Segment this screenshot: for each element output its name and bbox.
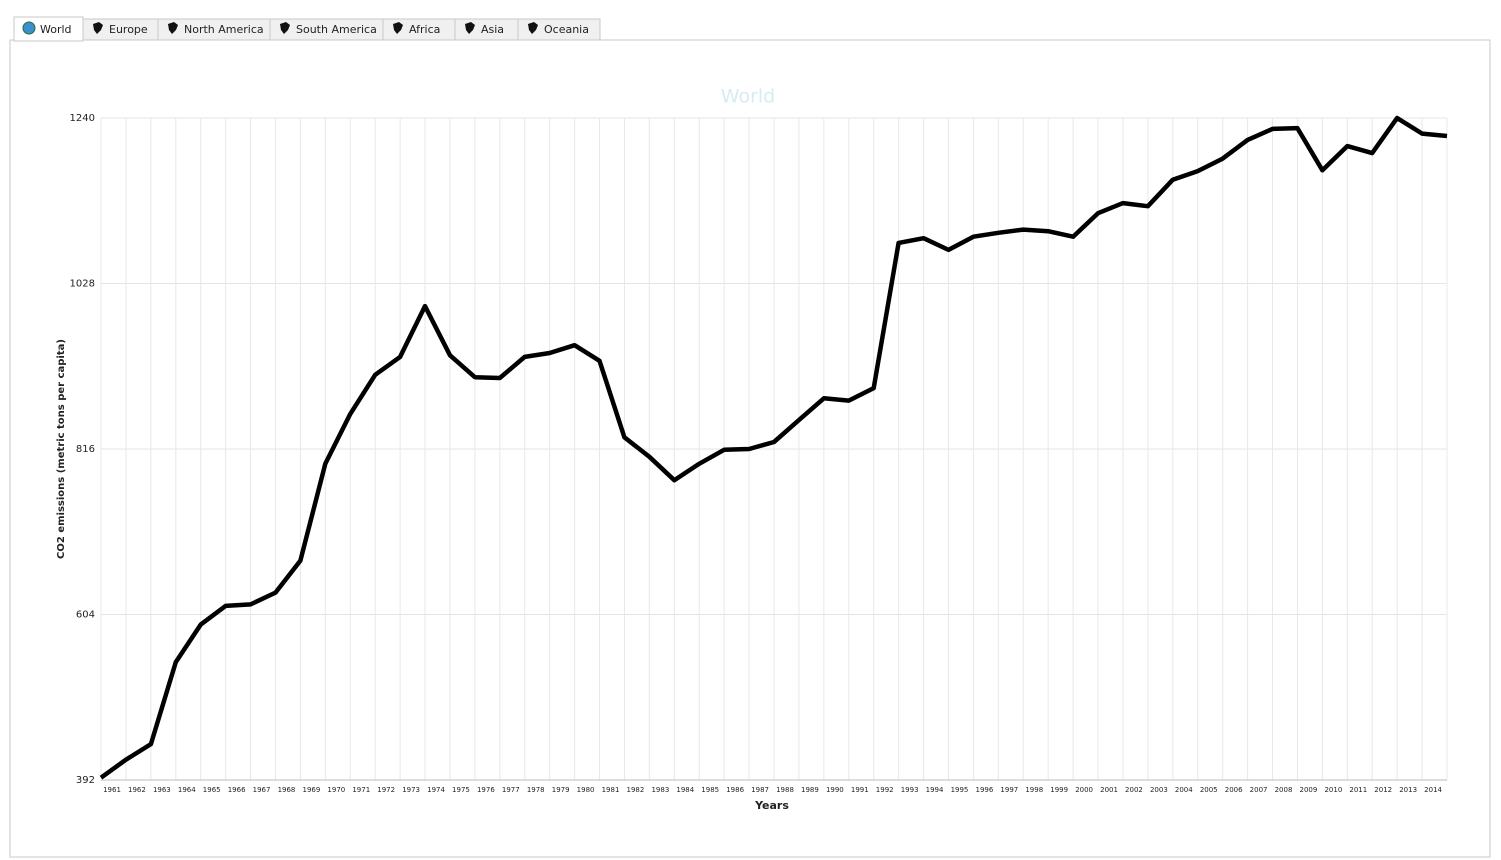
x-tick-label: 1984 <box>676 786 694 794</box>
x-tick-label: 1992 <box>876 786 894 794</box>
x-tick-label: 1981 <box>602 786 620 794</box>
tab-label: Europe <box>109 23 148 36</box>
y-tick-label: 1240 <box>70 113 95 124</box>
tab[interactable]: Europe <box>82 18 159 41</box>
tab[interactable]: Asia <box>454 18 519 41</box>
x-tick-label: 2005 <box>1200 786 1218 794</box>
x-tick-label: 1994 <box>926 786 944 794</box>
x-tick-label: 1965 <box>203 786 221 794</box>
tab[interactable]: South America <box>269 18 384 41</box>
x-tick-label: 1990 <box>826 786 844 794</box>
x-tick-label: 1962 <box>128 786 146 794</box>
tab[interactable]: Africa <box>382 18 456 41</box>
x-tick-label: 1964 <box>178 786 196 794</box>
x-tick-label: 2001 <box>1100 786 1118 794</box>
tab-label: Asia <box>481 23 504 36</box>
x-tick-label: 2000 <box>1075 786 1093 794</box>
x-tick-label: 1970 <box>327 786 345 794</box>
x-tick-label: 1988 <box>776 786 794 794</box>
x-tick-label: 2012 <box>1374 786 1392 794</box>
tab-icon <box>168 22 178 34</box>
x-tick-label: 2010 <box>1324 786 1342 794</box>
chart-title: World <box>721 86 775 108</box>
x-tick-label: 1973 <box>402 786 420 794</box>
y-tick-label: 1028 <box>70 279 95 290</box>
tab-label: South America <box>296 23 377 36</box>
tab-icon <box>393 22 403 34</box>
x-tick-label: 1977 <box>502 786 520 794</box>
x-tick-label: 1982 <box>627 786 645 794</box>
tab-bar: World Europe North America South America Afr… <box>13 16 601 42</box>
x-tick-label: 2006 <box>1225 786 1243 794</box>
tab-label: World <box>40 23 72 36</box>
tab-icon <box>528 22 538 34</box>
tab[interactable]: North America <box>157 18 271 41</box>
x-tick-label: 1975 <box>452 786 470 794</box>
x-tick-label: 1968 <box>278 786 296 794</box>
x-tick-label: 1963 <box>153 786 171 794</box>
x-tick-label: 2004 <box>1175 786 1193 794</box>
x-tick-label: 1999 <box>1050 786 1068 794</box>
x-tick-label: 2002 <box>1125 786 1143 794</box>
x-tick-label: 1966 <box>228 786 246 794</box>
x-tick-label: 2013 <box>1399 786 1417 794</box>
x-tick-label: 1979 <box>552 786 570 794</box>
x-tick-label: 2003 <box>1150 786 1168 794</box>
x-tick-label: 1978 <box>527 786 545 794</box>
x-tick-label: 1971 <box>352 786 370 794</box>
tab-label: Africa <box>409 23 440 36</box>
x-tick-label: 1974 <box>427 786 445 794</box>
x-tick-label: 1961 <box>103 786 121 794</box>
tab-icon <box>93 22 103 34</box>
tab[interactable]: Oceania <box>517 18 601 41</box>
y-axis-label: CO2 emissions (metric tons per capita) <box>56 339 67 559</box>
tab-background <box>517 18 601 41</box>
x-tick-label: 1976 <box>477 786 495 794</box>
x-tick-label: 1969 <box>302 786 320 794</box>
x-tick-label: 1997 <box>1000 786 1018 794</box>
x-tick-label: 2008 <box>1275 786 1293 794</box>
x-tick-label: 1993 <box>901 786 919 794</box>
tab[interactable]: World <box>13 16 84 42</box>
x-axis-label: Years <box>754 799 789 812</box>
tab-icon <box>465 22 475 34</box>
x-tick-label: 1972 <box>377 786 395 794</box>
x-tick-label: 1995 <box>951 786 969 794</box>
x-tick-label: 1996 <box>975 786 993 794</box>
x-tick-label: 1983 <box>651 786 669 794</box>
chart: World Years CO2 emissions (metric tons p… <box>56 86 1448 812</box>
x-tick-label: 1989 <box>801 786 819 794</box>
y-tick-label: 816 <box>76 444 95 455</box>
y-tick-label: 604 <box>76 610 95 621</box>
data-line <box>99 115 1448 780</box>
y-tick-label: 392 <box>76 775 95 786</box>
tab-label: Oceania <box>544 23 589 36</box>
x-tick-label: 1987 <box>751 786 769 794</box>
x-tick-label: 1980 <box>577 786 595 794</box>
tab-label: North America <box>184 23 264 36</box>
x-tick-label: 1986 <box>726 786 744 794</box>
x-tick-label: 1991 <box>851 786 869 794</box>
x-tick-label: 1985 <box>701 786 719 794</box>
x-tick-label: 2011 <box>1349 786 1367 794</box>
x-tick-label: 2014 <box>1424 786 1442 794</box>
x-tick-label: 1967 <box>253 786 271 794</box>
tab-icon <box>280 22 290 34</box>
x-tick-label: 2009 <box>1300 786 1318 794</box>
x-tick-label: 1998 <box>1025 786 1043 794</box>
tab-icon <box>22 21 36 35</box>
x-tick-label: 2007 <box>1250 786 1268 794</box>
